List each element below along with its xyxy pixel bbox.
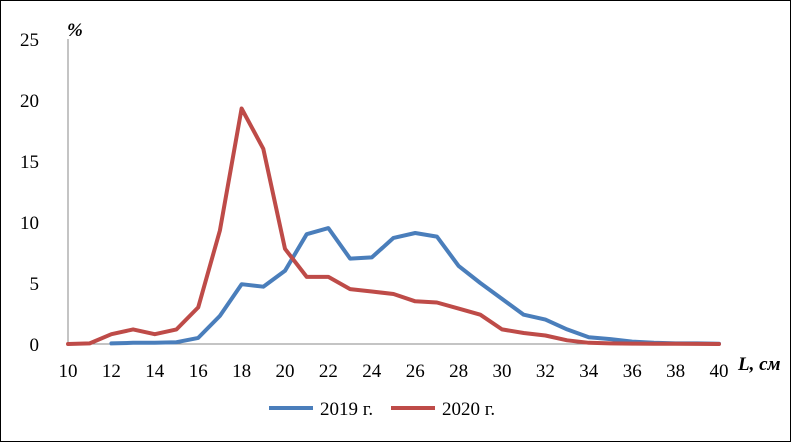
x-axis-tick-labels: 10 12 14 16 18 20 22 24 26 28 30 32 34 36 38 40 [59, 361, 729, 382]
x-tick-label: 12 [102, 361, 121, 382]
x-tick-label: 36 [623, 361, 642, 382]
x-tick-label: 16 [189, 361, 208, 382]
x-tick-label: 26 [406, 361, 425, 382]
x-tick-label: 20 [276, 361, 295, 382]
y-tick-label: 25 [20, 30, 39, 51]
legend-label-2: 2020 г. [442, 399, 495, 420]
legend-label-1: 2019 г. [320, 399, 373, 420]
x-tick-label: 14 [145, 361, 165, 382]
x-tick-label: 10 [59, 361, 78, 382]
series-line-2 [66, 106, 721, 346]
x-tick-label: 18 [232, 361, 251, 382]
y-tick-label: 0 [30, 335, 40, 356]
series-layer [66, 106, 721, 346]
y-tick-label: 5 [30, 274, 40, 295]
x-tick-label: 40 [710, 361, 729, 382]
y-tick-label: 15 [20, 152, 39, 173]
y-axis-title: % [67, 20, 83, 41]
x-tick-label: 32 [536, 361, 555, 382]
x-tick-label: 28 [449, 361, 468, 382]
series-line-1 [109, 226, 721, 346]
x-axis-title: L, см [737, 354, 781, 375]
y-axis-tick-labels: 0 5 10 15 20 25 [20, 30, 39, 356]
x-tick-label: 38 [666, 361, 685, 382]
y-tick-label: 10 [20, 213, 39, 234]
x-tick-label: 30 [493, 361, 512, 382]
x-tick-label: 22 [319, 361, 338, 382]
y-tick-label: 20 [20, 91, 39, 112]
legend: 2019 г. 2020 г. [269, 399, 495, 420]
x-tick-label: 24 [362, 361, 382, 382]
x-tick-label: 34 [579, 361, 599, 382]
